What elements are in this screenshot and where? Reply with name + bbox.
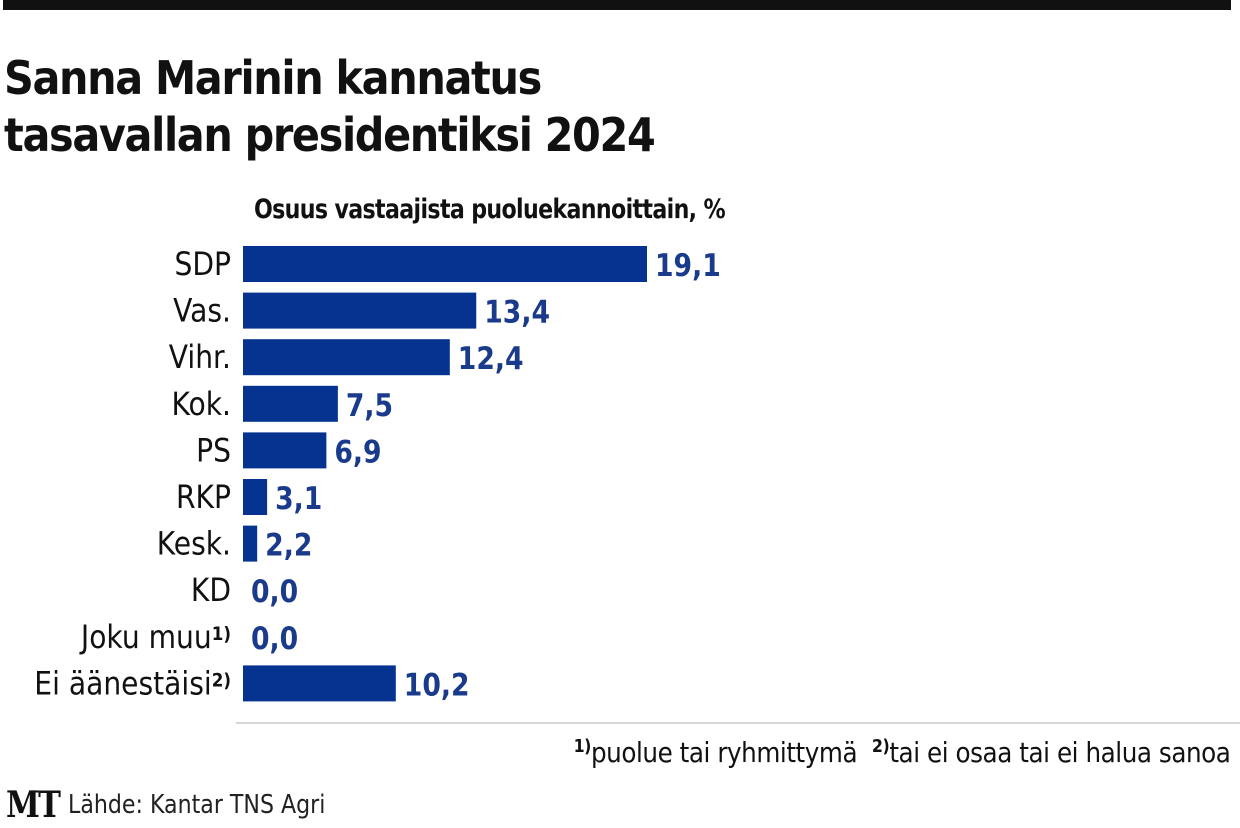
bar xyxy=(243,432,327,469)
bar-row: Kok. 7,5 xyxy=(171,385,393,423)
bar-row: Ei äänestäisi2) 10,2 xyxy=(34,665,470,703)
chart-title-line-2: tasavallan presidentiksi 2024 xyxy=(4,108,656,162)
footnote-2-mark: 2) xyxy=(871,736,889,757)
footnote-2: 2)tai ei osaa tai ei halua sanoa xyxy=(871,736,1230,769)
bar-row: RKP 3,1 xyxy=(176,479,322,517)
bar xyxy=(243,525,258,562)
value-label: 12,4 xyxy=(458,340,524,376)
value-label: 19,1 xyxy=(655,247,721,283)
bar xyxy=(243,292,477,329)
value-label: 3,1 xyxy=(275,480,322,516)
bar-row: KD 0,0 xyxy=(191,573,298,610)
bar xyxy=(243,665,396,702)
category-label: Vas. xyxy=(173,293,231,330)
bar-row: SDP 19,1 xyxy=(174,246,721,284)
value-label: 6,9 xyxy=(334,433,381,469)
bar-row: Vas. 13,4 xyxy=(173,292,550,330)
bar-row: Kesk. 2,2 xyxy=(157,525,312,563)
bar xyxy=(243,385,338,422)
value-label: 0,0 xyxy=(251,620,298,656)
category-label: Vihr. xyxy=(169,340,231,377)
bar xyxy=(243,246,647,282)
source-line: MT Lähde: Kantar TNS Agri xyxy=(6,784,371,826)
mt-logo: MT xyxy=(6,784,61,826)
value-label: 13,4 xyxy=(484,294,550,330)
bar-row: Vihr. 12,4 xyxy=(169,339,524,377)
bar-row: PS 6,9 xyxy=(196,432,382,470)
chart-subtitle: Osuus vastaajista puoluekannoittain, % xyxy=(254,194,726,225)
category-label: Ei äänestäisi2) xyxy=(34,666,231,703)
bar xyxy=(243,339,450,376)
category-label: Kok. xyxy=(171,386,231,423)
bar xyxy=(243,479,268,515)
value-label: 10,2 xyxy=(404,666,470,702)
top-rule xyxy=(3,0,1231,10)
footnote-mark: 2) xyxy=(212,669,231,691)
category-label: PS xyxy=(196,433,231,470)
footnote-2-text: tai ei osaa tai ei halua sanoa xyxy=(888,736,1231,769)
category-label: KD xyxy=(191,573,231,610)
footnote-1-mark: 1) xyxy=(573,736,591,757)
chart-title: Sanna Marinin kannatus tasavallan presid… xyxy=(4,50,656,164)
source-text: Lähde: Kantar TNS Agri xyxy=(67,790,326,820)
category-label: Joku muu1) xyxy=(79,619,231,656)
value-label: 7,5 xyxy=(346,387,393,423)
value-label: 0,0 xyxy=(251,573,298,609)
footnotes: 1)puolue tai ryhmittymä 2)tai ei osaa ta… xyxy=(573,736,1230,769)
value-label: 2,2 xyxy=(265,527,312,563)
footnote-1: 1)puolue tai ryhmittymä xyxy=(573,736,857,769)
footnote-1-text: puolue tai ryhmittymä xyxy=(590,736,858,769)
bar-row: Joku muu1) 0,0 xyxy=(79,619,298,656)
category-label: Kesk. xyxy=(157,526,231,563)
category-label: SDP xyxy=(174,246,231,283)
category-label: RKP xyxy=(176,479,231,516)
chart-title-line-1: Sanna Marinin kannatus xyxy=(4,51,542,105)
footnote-mark: 1) xyxy=(212,623,231,645)
